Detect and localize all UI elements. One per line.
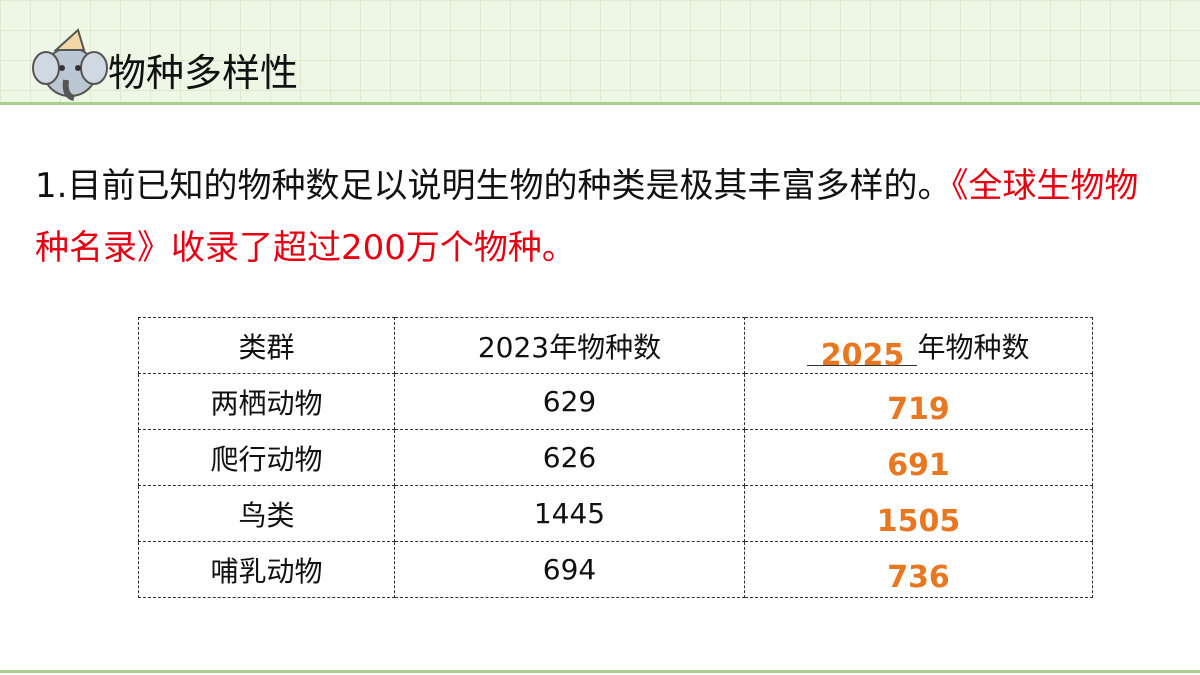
answer-value: 1505 bbox=[876, 504, 961, 539]
table-cell: 694 bbox=[394, 541, 745, 598]
header-band bbox=[0, 0, 1200, 105]
table-cell: 鸟类 bbox=[138, 485, 395, 542]
table-cell: 629 bbox=[394, 373, 745, 430]
highlight-text: 《全球生物物种名录》收录了超过200万个物种。 bbox=[35, 166, 1139, 268]
table-cell: 两栖动物 bbox=[138, 373, 395, 430]
cell-text: 爬行动物 bbox=[210, 442, 323, 476]
table-cell: 1505 bbox=[744, 485, 1093, 542]
table-row: 两栖动物 629 719 bbox=[138, 373, 1093, 430]
answer-value: 719 bbox=[887, 392, 950, 427]
paragraph-text: 1.目前已知的物种数足以说明生物的种类是极其丰富多样的。 bbox=[35, 166, 952, 206]
table-cell: 爬行动物 bbox=[138, 429, 395, 486]
answer-year: 2025 bbox=[820, 337, 905, 373]
answer-value: 691 bbox=[887, 448, 950, 483]
table-cell: 哺乳动物 bbox=[138, 541, 395, 598]
table-row: 哺乳动物 694 736 bbox=[138, 541, 1093, 598]
species-table: 类群 2023年物种数 2025 年物种数 两栖动物 629 719 爬行动物 626 69… bbox=[138, 317, 1093, 598]
page-title: 物种多样性 bbox=[108, 51, 299, 95]
header-cell: 2023年物种数 bbox=[394, 317, 745, 374]
table-row: 爬行动物 626 691 bbox=[138, 429, 1093, 486]
cell-text: 哺乳动物 bbox=[210, 554, 323, 588]
answer-value: 736 bbox=[887, 560, 950, 595]
table-cell: 1445 bbox=[394, 485, 745, 542]
table-cell: 691 bbox=[744, 429, 1093, 486]
table-cell: 719 bbox=[744, 373, 1093, 430]
answer-blank: 2025 bbox=[807, 330, 918, 373]
header-cell: 2025 年物种数 bbox=[744, 317, 1093, 374]
footer-line bbox=[0, 670, 1200, 673]
table-row: 鸟类 1445 1505 bbox=[138, 485, 1093, 542]
cell-text: 1445 bbox=[533, 497, 606, 530]
header-text: 年物种数 bbox=[917, 330, 1030, 364]
cell-text: 629 bbox=[542, 385, 597, 418]
table-cell: 736 bbox=[744, 541, 1093, 598]
cell-text: 694 bbox=[542, 553, 597, 586]
elephant-icon bbox=[32, 28, 108, 101]
table-cell: 626 bbox=[394, 429, 745, 486]
cell-text: 626 bbox=[542, 441, 597, 474]
paragraph: 1.目前已知的物种数足以说明生物的种类是极其丰富多样的。《全球生物物种名录》收录… bbox=[35, 155, 1150, 279]
table-body: 类群 2023年物种数 2025 年物种数 两栖动物 629 719 爬行动物 626 69… bbox=[138, 317, 1093, 598]
cell-text: 鸟类 bbox=[238, 498, 295, 532]
header-cell: 类群 bbox=[138, 317, 395, 374]
header-row: 类群 2023年物种数 2025 年物种数 bbox=[138, 317, 1093, 374]
cell-text: 两栖动物 bbox=[210, 386, 323, 420]
